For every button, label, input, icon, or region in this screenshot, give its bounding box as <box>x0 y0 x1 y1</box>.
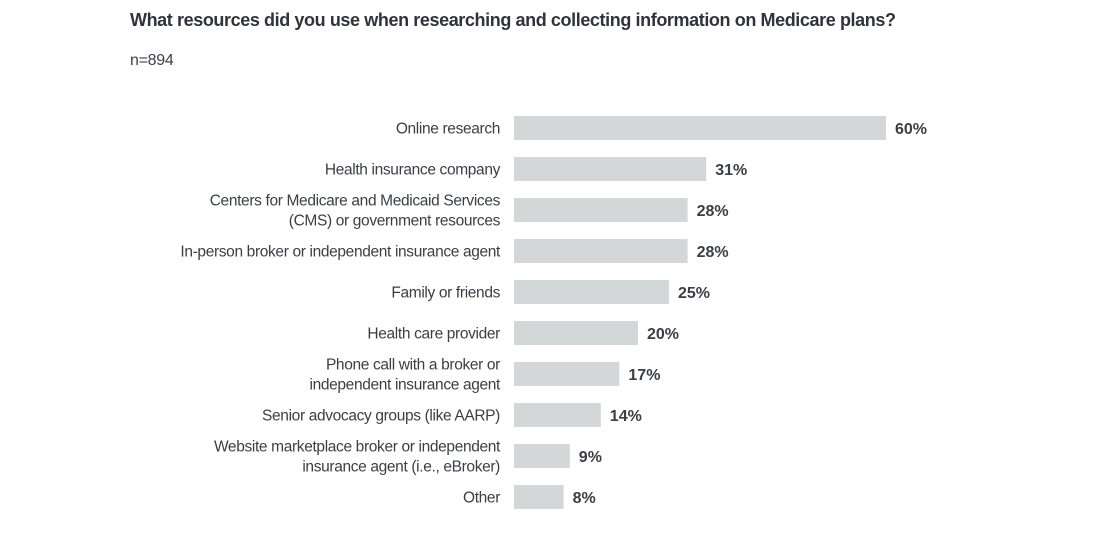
data-label: 25% <box>678 285 710 302</box>
data-label: 8% <box>573 490 596 507</box>
category-label: independent insurance agent <box>310 377 502 394</box>
category-label: Centers for Medicare and Medicaid Servic… <box>210 193 501 210</box>
category-label: Phone call with a broker or <box>326 357 500 374</box>
data-label: 31% <box>715 162 747 179</box>
data-label: 60% <box>895 121 927 138</box>
category-label: Family or friends <box>391 285 500 302</box>
data-label: 28% <box>697 244 729 261</box>
bar <box>514 444 570 468</box>
category-label: (CMS) or government resources <box>289 213 501 230</box>
data-label: 17% <box>628 367 660 384</box>
category-label: Other <box>463 490 500 507</box>
data-label: 9% <box>579 449 602 466</box>
chart-title: What resources did you use when research… <box>130 10 896 30</box>
category-label: Health care provider <box>367 326 500 343</box>
bar <box>514 485 564 509</box>
data-label: 28% <box>697 203 729 220</box>
bar <box>514 198 688 222</box>
category-label: Health insurance company <box>325 162 501 179</box>
bar <box>514 280 669 304</box>
category-label: Online research <box>396 121 500 138</box>
bar <box>514 157 707 181</box>
data-label: 20% <box>647 326 679 343</box>
category-label: Senior advocacy groups (like AARP) <box>262 408 500 425</box>
bar <box>514 116 886 140</box>
bar <box>514 321 638 345</box>
category-label: insurance agent (i.e., eBroker) <box>302 459 500 476</box>
bar <box>514 239 688 263</box>
bar <box>514 403 601 427</box>
data-label: 14% <box>610 408 642 425</box>
bar <box>514 362 620 386</box>
category-label: Website marketplace broker or independen… <box>214 439 501 456</box>
category-label: In-person broker or independent insuranc… <box>180 244 501 261</box>
chart-subtitle: n=894 <box>130 52 174 69</box>
